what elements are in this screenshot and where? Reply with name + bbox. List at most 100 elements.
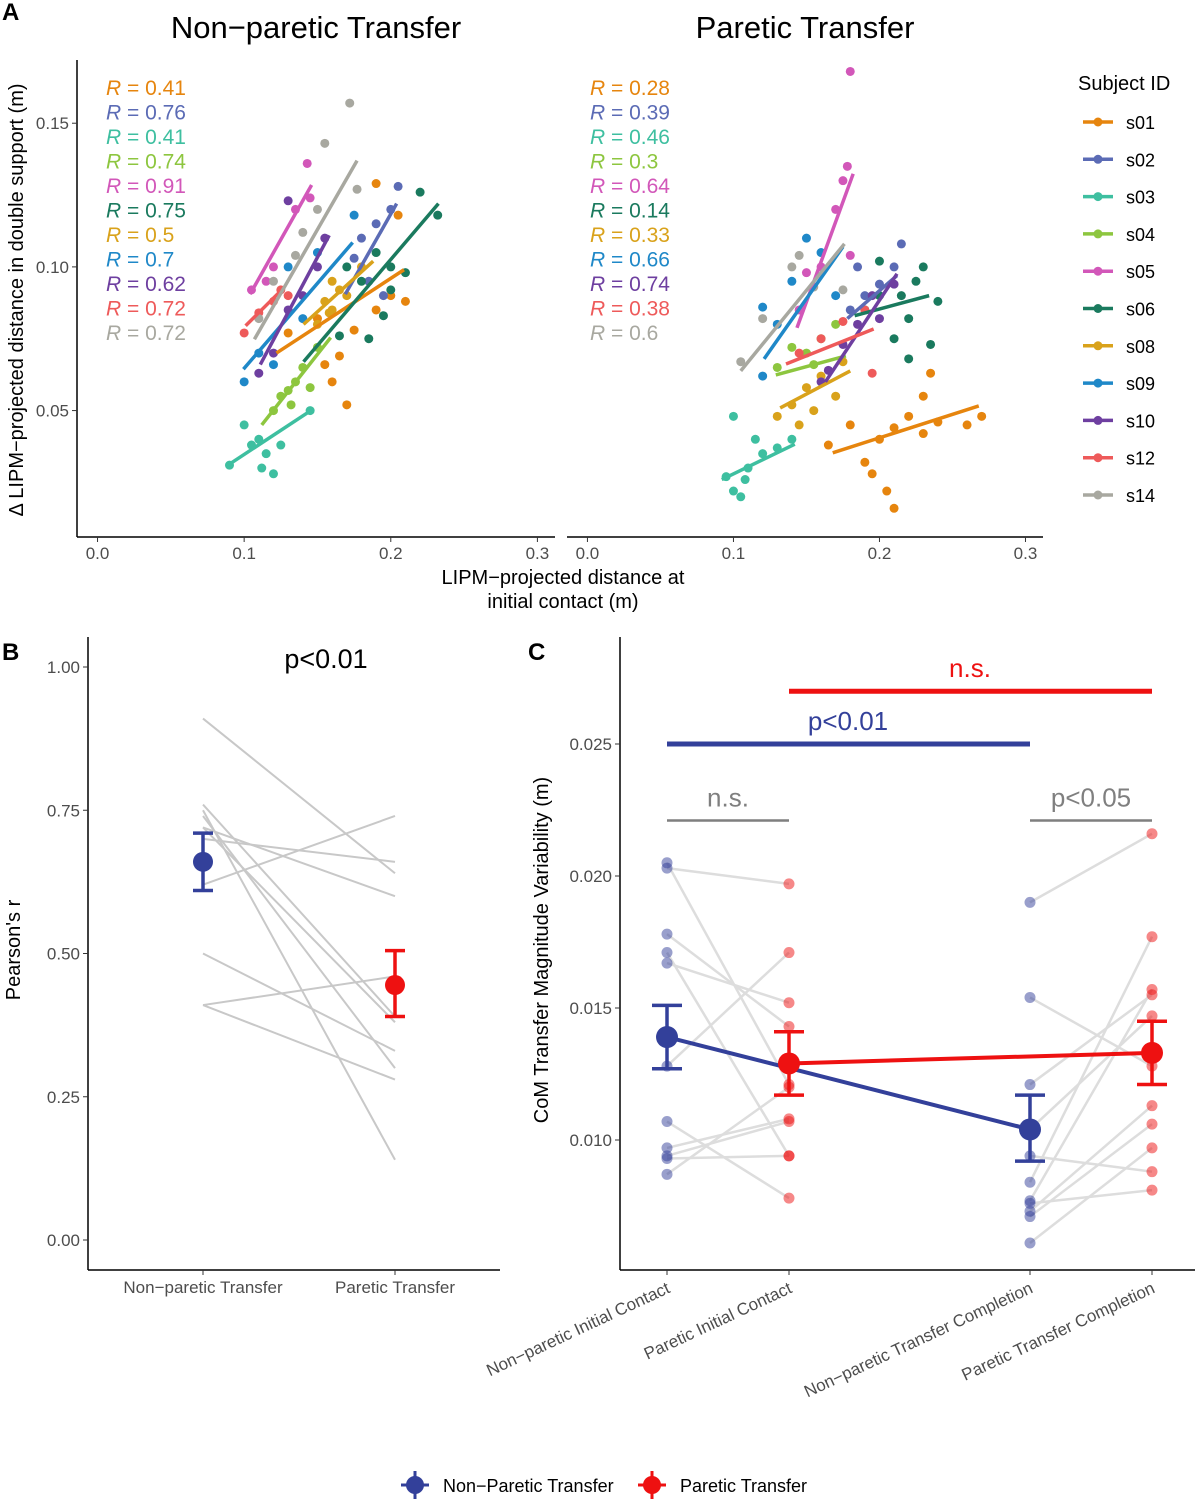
subject-point	[661, 928, 673, 940]
data-point-s06	[904, 354, 914, 364]
subject-point	[783, 1116, 795, 1128]
subject-line	[202, 815, 396, 886]
data-point-s08	[327, 276, 337, 286]
data-point-s14	[298, 227, 308, 237]
data-point-s04	[772, 362, 782, 372]
data-point-s02	[393, 181, 403, 191]
legend-label-s09: s09	[1126, 374, 1155, 394]
r-symbol: R	[590, 322, 605, 345]
r-value: = 0.75	[121, 200, 186, 223]
regression-line-s06	[302, 202, 440, 363]
bottom-legend: Non−Paretic Transfer Paretic Transfer	[401, 1471, 807, 1499]
r-symbol: R	[590, 151, 605, 174]
r-symbol: R	[106, 224, 121, 247]
mean-point	[656, 1026, 678, 1049]
r-label-s10: R = 0.74	[590, 273, 670, 296]
r-symbol: R	[106, 298, 121, 321]
data-point-s01	[926, 368, 936, 378]
r-label-s14: R = 0.6	[590, 322, 658, 345]
r-symbol: R	[106, 77, 121, 100]
data-point-s06	[904, 314, 914, 324]
subject-point	[1146, 1142, 1158, 1154]
legend-key-point	[1093, 415, 1103, 425]
data-point-s04	[831, 319, 841, 329]
panel-c: 0.010 0.015 0.020 0.025 Non−paretic Initial …	[484, 637, 1195, 1401]
data-point-s14	[736, 357, 746, 367]
r-value: = 0.41	[121, 77, 186, 100]
r-value: = 0.5	[121, 224, 174, 247]
legend-label-s14: s14	[1126, 486, 1155, 506]
r-label-s12: R = 0.72	[106, 298, 186, 321]
legend-key-point	[1093, 192, 1103, 202]
data-point-s06	[911, 276, 921, 286]
y-tick-label: 0.15	[36, 114, 69, 133]
data-point-s02	[378, 291, 388, 301]
significance-label: p<0.05	[1051, 783, 1131, 813]
legend-key-point	[1093, 378, 1103, 388]
data-point-s01	[371, 305, 381, 315]
subject-line	[1029, 1154, 1153, 1173]
r-value: = 0.38	[605, 298, 670, 321]
subject-line	[665, 862, 791, 1086]
data-point-s03	[239, 420, 249, 430]
r-label-s10: R = 0.62	[106, 273, 186, 296]
significance-label: n.s.	[707, 783, 749, 813]
data-point-s01	[342, 400, 352, 410]
regression-line-s01	[275, 268, 405, 355]
data-point-s09	[758, 371, 768, 381]
subject-line	[666, 933, 790, 1028]
regression-line-s06	[854, 293, 930, 318]
subject-line	[202, 809, 396, 1161]
legend-label-s02: s02	[1126, 150, 1155, 170]
significance-label: p<0.01	[808, 706, 888, 736]
r-value: = 0.41	[121, 126, 186, 149]
regression-line-s12	[785, 327, 875, 366]
panel-label-b: B	[2, 639, 19, 666]
y-tick-label: 0.015	[569, 999, 612, 1018]
subject-point	[661, 1152, 673, 1164]
data-point-s10	[283, 196, 293, 206]
subject-line	[1029, 1123, 1153, 1218]
data-point-s06	[889, 334, 899, 344]
mean-point	[193, 851, 213, 872]
x-tick-label: 0.3	[526, 544, 550, 563]
r-symbol: R	[590, 224, 605, 247]
data-point-s03	[740, 475, 750, 485]
x-tick-label: 0.1	[722, 544, 746, 563]
r-symbol: R	[590, 102, 605, 125]
r-symbol: R	[590, 273, 605, 296]
data-point-s01	[400, 296, 410, 306]
r-value: = 0.64	[605, 175, 670, 198]
subject-line	[202, 952, 396, 1052]
data-point-s10	[254, 368, 264, 378]
subject-point	[1024, 1211, 1036, 1223]
data-point-s14	[312, 204, 322, 214]
data-point-s09	[801, 233, 811, 243]
data-point-s01	[283, 328, 293, 338]
subject-line	[666, 1120, 790, 1200]
y-tick-label: 0.025	[569, 735, 612, 754]
mean-point	[778, 1052, 800, 1075]
subject-line	[666, 1154, 790, 1160]
r-label-s02: R = 0.39	[590, 102, 670, 125]
subject-point	[783, 947, 795, 959]
data-point-s09	[268, 360, 278, 370]
subject-line	[666, 951, 790, 1067]
y-axis-title: Pearson's r	[3, 899, 25, 1000]
regression-line-s04	[775, 354, 847, 377]
legend-key-point	[1093, 341, 1103, 351]
r-symbol: R	[106, 322, 121, 345]
facet-title: Non−paretic Transfer	[171, 10, 461, 45]
subject-point	[1024, 1079, 1036, 1091]
r-label-s04: R = 0.74	[106, 151, 186, 174]
x-axis-title-line1: LIPM−projected distance at	[442, 567, 685, 589]
data-point-s05	[801, 268, 811, 278]
subject-line	[666, 1086, 790, 1176]
r-symbol: R	[106, 200, 121, 223]
data-point-s06	[874, 256, 884, 266]
data-point-s14	[352, 184, 362, 194]
r-label-s01: R = 0.41	[106, 77, 186, 100]
data-point-s03	[758, 449, 768, 459]
subject-point	[1146, 931, 1158, 943]
